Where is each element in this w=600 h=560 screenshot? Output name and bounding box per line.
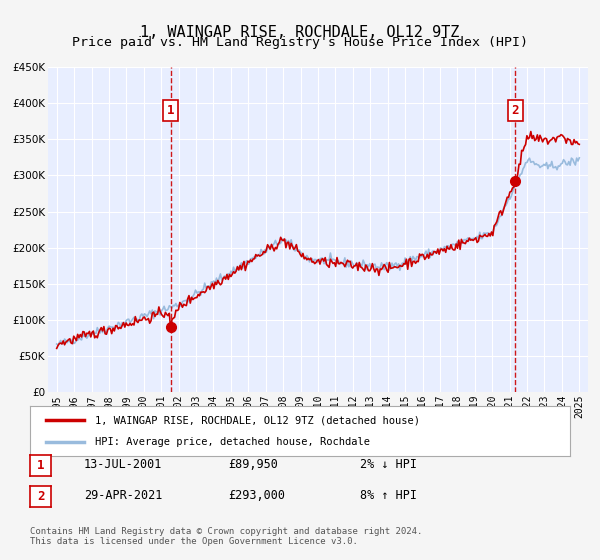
Text: 1, WAINGAP RISE, ROCHDALE, OL12 9TZ (detached house): 1, WAINGAP RISE, ROCHDALE, OL12 9TZ (det… <box>95 415 420 425</box>
Text: 2% ↓ HPI: 2% ↓ HPI <box>360 458 417 472</box>
Text: 1: 1 <box>167 104 175 117</box>
Text: 8% ↑ HPI: 8% ↑ HPI <box>360 489 417 502</box>
Text: Price paid vs. HM Land Registry's House Price Index (HPI): Price paid vs. HM Land Registry's House … <box>72 36 528 49</box>
Text: HPI: Average price, detached house, Rochdale: HPI: Average price, detached house, Roch… <box>95 437 370 447</box>
Text: 1, WAINGAP RISE, ROCHDALE, OL12 9TZ: 1, WAINGAP RISE, ROCHDALE, OL12 9TZ <box>140 25 460 40</box>
Text: £89,950: £89,950 <box>228 458 278 472</box>
Text: Contains HM Land Registry data © Crown copyright and database right 2024.
This d: Contains HM Land Registry data © Crown c… <box>30 526 422 546</box>
Text: 2: 2 <box>512 104 519 117</box>
Text: 1: 1 <box>37 459 44 472</box>
Text: £293,000: £293,000 <box>228 489 285 502</box>
Text: 2: 2 <box>37 489 44 503</box>
Text: 29-APR-2021: 29-APR-2021 <box>84 489 163 502</box>
Text: 13-JUL-2001: 13-JUL-2001 <box>84 458 163 472</box>
